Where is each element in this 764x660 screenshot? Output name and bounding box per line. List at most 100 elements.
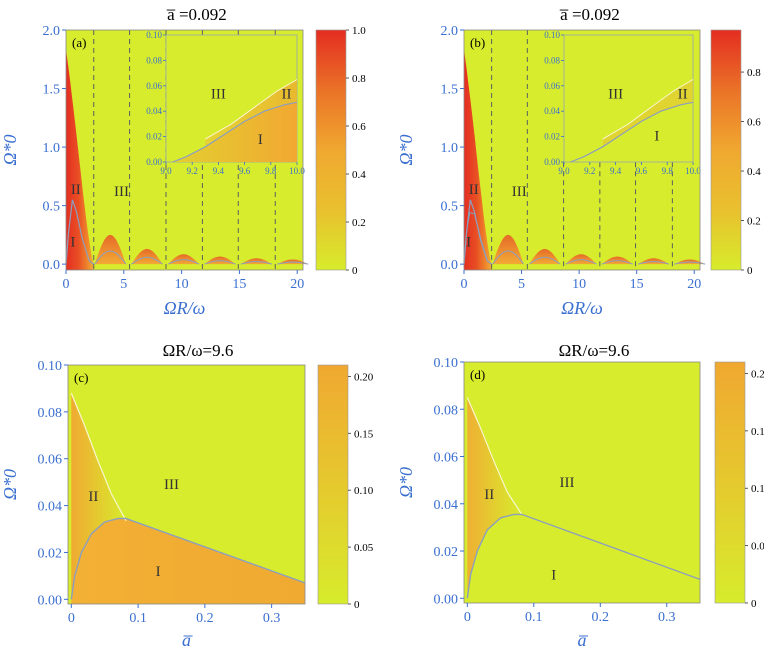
plot-frame [65, 29, 304, 271]
panel-label: (c) [74, 370, 88, 385]
secondary-lobe-boundary [131, 256, 163, 265]
secondary-lobe [131, 248, 163, 265]
colorbar-tick-label: 0 [747, 265, 753, 277]
y-axis-label: Ω*0 [0, 469, 20, 500]
xtick-label: 5 [120, 277, 127, 292]
xtick-label: 0.2 [592, 610, 610, 625]
inset-xtick-label: 9.2 [584, 166, 595, 176]
secondary-lobe [94, 234, 126, 265]
inset-xtick-label: 10.0 [289, 166, 305, 176]
region-label: II [71, 182, 81, 198]
xtick-label: 0.2 [196, 611, 214, 626]
ytick-label: 0.0 [441, 258, 459, 273]
colorbar-tick-label: 0.05 [354, 542, 374, 554]
inset-xtick-label: 9.4 [610, 166, 622, 176]
xtick-label: 20 [687, 277, 701, 292]
panel-label: (b) [470, 35, 485, 50]
inset-region-I [172, 102, 297, 162]
secondary-lobe-boundary [565, 259, 597, 265]
region-II-fill [467, 397, 522, 599]
xtick-label: 5 [518, 277, 525, 292]
inset-xtick-label: 9.8 [265, 166, 277, 176]
ytick-label: 0.08 [434, 403, 459, 418]
inset-region-label: II [282, 87, 292, 103]
xtick-label: 10 [572, 277, 586, 292]
secondary-lobe [565, 254, 597, 265]
panel-title: a̅ =0.092 [559, 5, 620, 24]
inset-xtick-label: 9.8 [662, 166, 674, 176]
colorbar-tick-label: 0.4 [352, 169, 366, 181]
inset-xtick-label: 9.6 [636, 166, 648, 176]
region-label: I [156, 564, 161, 580]
secondary-lobe [168, 254, 200, 265]
secondary-lobe-boundary [528, 256, 561, 265]
panel-label: (a) [72, 35, 86, 50]
inset-xtick-label: 9.4 [213, 166, 225, 176]
inset-ytick-label: 0.02 [544, 132, 560, 142]
colorbar-tick-label: 0.8 [352, 73, 366, 85]
xtick-label: 15 [630, 277, 644, 292]
ytick-label: 0.00 [434, 592, 459, 607]
inset-ytick-label: 0.04 [146, 106, 162, 116]
region-label: II [469, 182, 479, 198]
ytick-label: 0.0 [43, 258, 61, 273]
colorbar-tick-label: 0.10 [354, 485, 374, 497]
inset-region-label: III [211, 87, 226, 103]
inset: 9.0 9.2 9.4 9.6 9.8 10.0 0.00 0.02 0.04 0.06 0.08 0… [544, 30, 701, 176]
ytick-label: 0.00 [38, 593, 63, 608]
colorbar-tick-label: 0 [751, 598, 757, 610]
main-lobe [464, 49, 492, 271]
inset-xtick-label: 9.6 [239, 166, 251, 176]
plot-frame [463, 29, 701, 271]
colorbar-tick-label: 0.6 [747, 117, 761, 129]
xtick-label: 15 [232, 277, 246, 292]
inset-ytick-label: 0.00 [544, 157, 560, 167]
colorbar-tick-label: 1.0 [352, 25, 366, 37]
plot-frame [463, 361, 701, 604]
colorbar-tick-label: 0.20 [751, 368, 764, 380]
xtick-label: 0 [68, 611, 75, 626]
panel-title: a̅ =0.092 [166, 5, 227, 24]
y-axis-label: Ω*0 [396, 134, 416, 165]
ytick-label: 0.04 [38, 500, 63, 515]
colorbar-tick-label: 0.15 [354, 428, 374, 440]
ytick-label: 2.0 [43, 24, 61, 39]
colorbar-tick-label: 0.15 [751, 426, 764, 438]
colorbar [710, 29, 742, 271]
inset-ytick-label: 0.10 [544, 30, 560, 40]
region-label: I [551, 567, 556, 583]
xtick-label: 20 [290, 277, 304, 292]
inset-ytick-label: 0.08 [544, 55, 560, 65]
ytick-label: 0.06 [38, 453, 63, 468]
inset-xtick-label: 9.0 [558, 166, 570, 176]
region-label: II [484, 487, 494, 503]
inset-boundary-II [602, 79, 694, 140]
inset-xtick-label: 10.0 [685, 166, 701, 176]
xtick-label: 0 [63, 277, 70, 292]
xtick-label: 10 [175, 277, 189, 292]
secondary-lobe-boundary [204, 260, 236, 265]
inset-ytick-label: 0.06 [146, 81, 162, 91]
inset-region-II [602, 79, 693, 147]
xtick-label: 0.3 [263, 611, 281, 626]
region-II-fill [71, 393, 127, 600]
region-label: III [512, 184, 527, 200]
secondary-lobe [492, 234, 524, 265]
plot-frame [67, 364, 306, 605]
region-I-fill [71, 518, 305, 604]
colorbar-tick-label: 0.2 [352, 217, 366, 229]
panel-title: ΩR/ω=9.6 [163, 341, 234, 360]
colorbar-tick-label: 0 [354, 599, 360, 611]
secondary-lobe-boundary [637, 260, 670, 265]
inset-boundary-I [172, 101, 298, 163]
ytick-label: 1.0 [43, 141, 61, 156]
ytick-label: 0.04 [434, 498, 459, 513]
inset-xtick-label: 9.2 [187, 166, 198, 176]
xtick-label: 0 [461, 277, 468, 292]
region-label: III [164, 477, 179, 493]
inset-boundary-I [570, 101, 694, 163]
y-axis-label: Ω*0 [396, 467, 416, 498]
region-label: II [88, 489, 98, 505]
secondary-lobe-boundary [601, 260, 634, 265]
inset-ytick-label: 0.02 [146, 132, 162, 142]
